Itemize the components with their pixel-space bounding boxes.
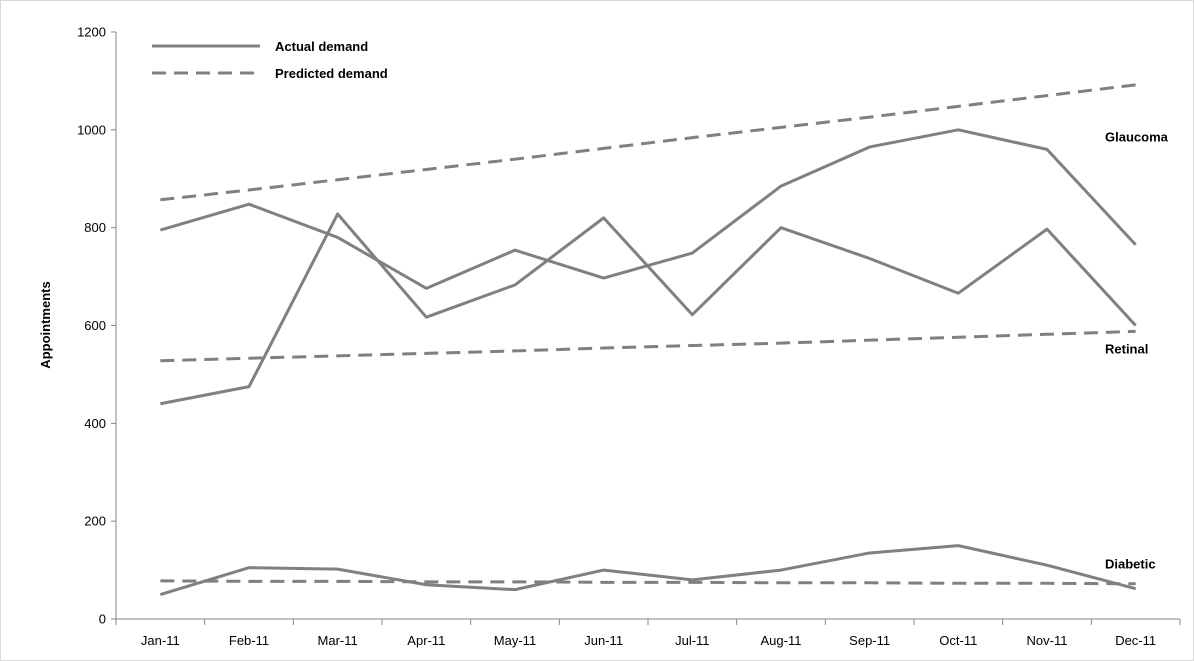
y-tick-label: 200 — [84, 514, 106, 529]
y-tick-label: 600 — [84, 318, 106, 333]
legend: Actual demand Predicted demand — [152, 39, 388, 81]
x-tick-label: Oct-11 — [939, 633, 977, 648]
x-tick-label: Jun-11 — [584, 633, 623, 648]
x-tick-label: Aug-11 — [761, 633, 802, 648]
y-tick-label: 800 — [84, 220, 106, 235]
x-tick-label: Jan-11 — [141, 633, 180, 648]
y-tick-label: 400 — [84, 416, 106, 431]
x-tick-label: Nov-11 — [1027, 633, 1068, 648]
x-tick-label: Jul-11 — [675, 633, 709, 648]
retinal-actual-line — [160, 212, 1137, 406]
diabetic-actual-line — [159, 544, 1137, 596]
y-tick-label: 1000 — [77, 122, 106, 137]
x-tick-label: Dec-11 — [1115, 633, 1156, 648]
diabetic-predicted-line — [160, 579, 1136, 586]
diabetic-label: Diabetic — [1105, 557, 1156, 572]
legend-label: Predicted demand — [275, 66, 388, 81]
retinal-label: Retinal — [1105, 341, 1148, 356]
x-tick-label: Feb-11 — [229, 633, 269, 648]
x-tick-label: May-11 — [494, 633, 536, 648]
glaucoma-predicted-line — [160, 83, 1136, 202]
x-tick-label: Apr-11 — [407, 633, 445, 648]
glaucoma-label: Glaucoma — [1105, 129, 1169, 144]
x-tick-label: Mar-11 — [318, 633, 358, 648]
y-tick-label: 0 — [99, 612, 106, 627]
y-axis-title: Appointments — [38, 281, 53, 368]
x-tick-label: Sep-11 — [849, 633, 890, 648]
retinal-predicted-line — [160, 329, 1136, 363]
y-tick-label: 1200 — [77, 25, 106, 40]
legend-label: Actual demand — [275, 39, 368, 54]
